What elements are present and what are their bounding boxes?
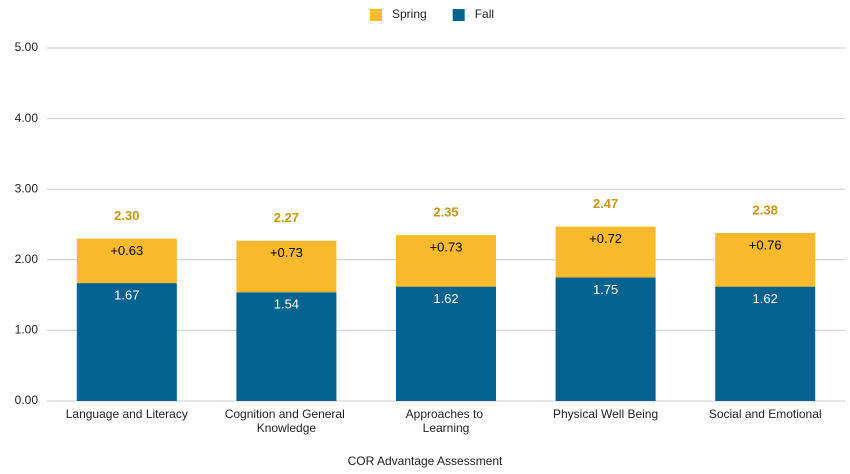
- bar-segment: [396, 286, 496, 401]
- bar-segment: [76, 238, 177, 284]
- bar-segment: [555, 226, 656, 278]
- bar-segment: [236, 292, 337, 401]
- bar-value-label: 1.62: [753, 291, 778, 306]
- bar-value-label: 1.67: [114, 288, 139, 303]
- x-axis-title: COR Advantage Assessment: [348, 454, 503, 468]
- bar-segment: [236, 240, 337, 293]
- y-tick-label: 2.00: [15, 252, 39, 266]
- y-tick-label: 1.00: [15, 323, 39, 337]
- x-tick-label: Cognition and General Knowledge: [225, 407, 348, 435]
- x-tick-label: Language and Literacy: [66, 407, 188, 421]
- bar-segment: [715, 232, 816, 287]
- bar-value-label: +0.73: [430, 240, 463, 255]
- bar-value-label: 1.62: [433, 291, 458, 306]
- legend-label: Fall: [475, 7, 494, 21]
- bar-value-label: 1.54: [274, 297, 299, 312]
- total-label: 2.47: [593, 196, 618, 211]
- total-label: 2.27: [274, 210, 299, 225]
- bar-segment: [76, 283, 177, 401]
- bar-segment: [715, 286, 816, 401]
- bar-segment: [555, 277, 656, 401]
- total-label: 2.35: [433, 205, 458, 220]
- bar-value-label: 1.75: [593, 282, 618, 297]
- bar-value-label: +0.63: [110, 243, 143, 258]
- total-label: 2.30: [114, 208, 139, 223]
- legend-swatch: [370, 9, 382, 21]
- bar-value-label: +0.73: [270, 245, 303, 260]
- y-tick-label: 0.00: [15, 393, 39, 407]
- bar-segment: [396, 235, 496, 287]
- x-tick-label: Social and Emotional: [709, 407, 822, 421]
- legend-swatch: [452, 9, 465, 21]
- y-tick-label: 5.00: [15, 40, 39, 54]
- y-tick-label: 3.00: [15, 181, 39, 195]
- y-tick-label: 4.00: [15, 111, 39, 125]
- legend-label: Spring: [392, 7, 427, 21]
- bar-value-label: +0.72: [589, 231, 622, 246]
- x-tick-label: Physical Well Being: [553, 407, 658, 421]
- total-label: 2.38: [753, 202, 778, 217]
- bar-value-label: +0.76: [749, 237, 782, 252]
- x-tick-label: Approaches to Learning: [406, 407, 487, 435]
